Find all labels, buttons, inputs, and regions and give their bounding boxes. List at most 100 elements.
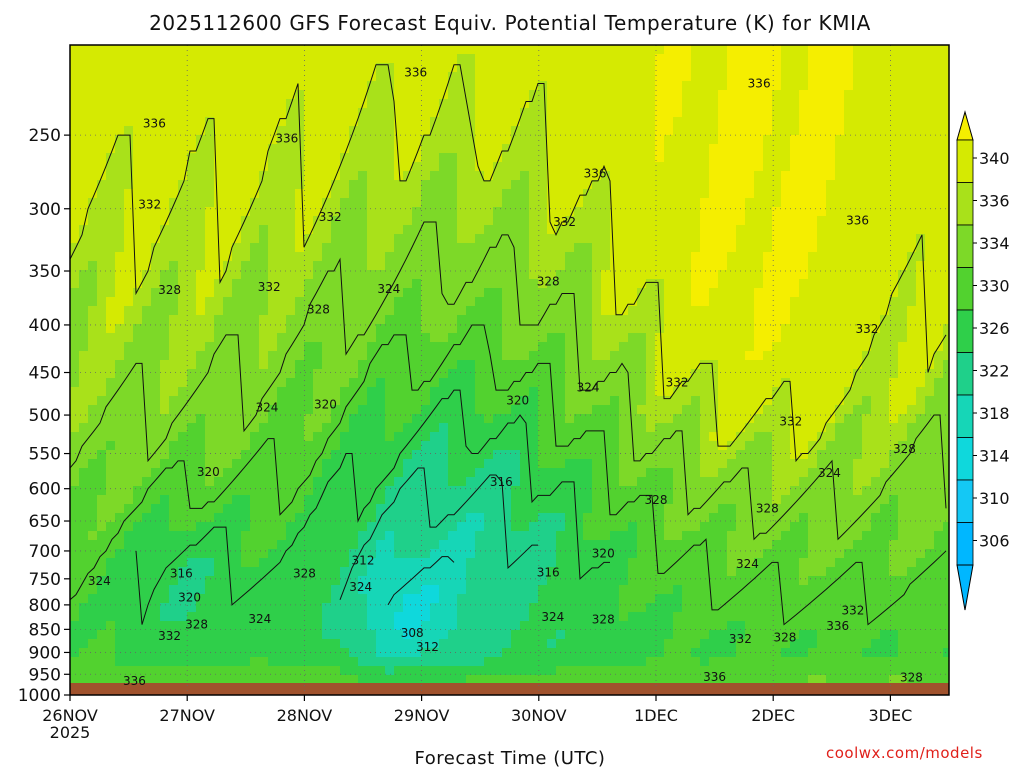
- heatmap-cell: [385, 135, 395, 145]
- heatmap-cell: [466, 378, 476, 388]
- heatmap-cell: [529, 207, 539, 217]
- heatmap-cell: [322, 108, 332, 118]
- heatmap-cell: [511, 423, 521, 433]
- heatmap-cell: [97, 468, 107, 478]
- heatmap-cell: [358, 360, 368, 370]
- heatmap-cell: [115, 117, 125, 127]
- heatmap-cell: [79, 513, 89, 523]
- heatmap-cell: [682, 225, 692, 235]
- heatmap-cell: [637, 279, 647, 289]
- heatmap-cell: [187, 216, 197, 226]
- heatmap-cell: [628, 261, 638, 271]
- heatmap-cell: [385, 504, 395, 514]
- heatmap-cell: [313, 72, 323, 82]
- heatmap-cell: [277, 315, 287, 325]
- heatmap-cell: [178, 675, 188, 685]
- heatmap-cell: [214, 468, 224, 478]
- heatmap-cell: [106, 243, 116, 253]
- heatmap-cell: [178, 540, 188, 550]
- heatmap-cell: [277, 504, 287, 514]
- heatmap-cell: [493, 648, 503, 658]
- heatmap-cell: [403, 567, 413, 577]
- heatmap-cell: [475, 81, 485, 91]
- heatmap-cell: [637, 486, 647, 496]
- heatmap-cell: [430, 108, 440, 118]
- heatmap-cell: [313, 144, 323, 154]
- heatmap-cell: [376, 531, 386, 541]
- heatmap-cell: [628, 153, 638, 163]
- heatmap-cell: [331, 45, 341, 55]
- heatmap-cell: [448, 189, 458, 199]
- heatmap-cell: [241, 207, 251, 217]
- heatmap-cell: [529, 405, 539, 415]
- heatmap-cell: [340, 648, 350, 658]
- heatmap-cell: [637, 135, 647, 145]
- heatmap-cell: [502, 612, 512, 622]
- heatmap-cell: [538, 621, 548, 631]
- heatmap-cell: [493, 558, 503, 568]
- heatmap-cell: [646, 675, 656, 685]
- heatmap-cell: [655, 387, 665, 397]
- heatmap-cell: [340, 90, 350, 100]
- heatmap-cell: [349, 108, 359, 118]
- heatmap-cell: [601, 522, 611, 532]
- heatmap-cell: [367, 81, 377, 91]
- heatmap-cell: [421, 207, 431, 217]
- heatmap-cell: [286, 171, 296, 181]
- heatmap-cell: [565, 153, 575, 163]
- heatmap-cell: [295, 486, 305, 496]
- heatmap-cell: [250, 504, 260, 514]
- heatmap-cell: [376, 54, 386, 64]
- heatmap-cell: [268, 108, 278, 118]
- heatmap-cell: [457, 387, 467, 397]
- heatmap-cell: [340, 432, 350, 442]
- heatmap-cell: [196, 522, 206, 532]
- heatmap-cell: [313, 54, 323, 64]
- heatmap-cell: [655, 261, 665, 271]
- heatmap-cell: [511, 387, 521, 397]
- heatmap-cell: [259, 153, 269, 163]
- heatmap-cell: [466, 99, 476, 109]
- heatmap-cell: [250, 126, 260, 136]
- heatmap-cell: [178, 54, 188, 64]
- heatmap-cell: [349, 81, 359, 91]
- heatmap-cell: [358, 135, 368, 145]
- heatmap-cell: [574, 495, 584, 505]
- heatmap-cell: [79, 261, 89, 271]
- heatmap-cell: [403, 432, 413, 442]
- heatmap-cell: [106, 549, 116, 559]
- heatmap-cell: [601, 225, 611, 235]
- heatmap-cell: [403, 675, 413, 685]
- heatmap-cell: [214, 72, 224, 82]
- heatmap-cell: [466, 135, 476, 145]
- heatmap-cell: [169, 360, 179, 370]
- heatmap-cell: [214, 189, 224, 199]
- heatmap-cell: [547, 198, 557, 208]
- heatmap-cell: [628, 72, 638, 82]
- heatmap-cell: [466, 45, 476, 55]
- heatmap-cell: [547, 549, 557, 559]
- heatmap-cell: [421, 558, 431, 568]
- heatmap-cell: [556, 378, 566, 388]
- heatmap-cell: [70, 603, 80, 613]
- heatmap-cell: [259, 270, 269, 280]
- heatmap-cell: [547, 162, 557, 172]
- heatmap-cell: [79, 567, 89, 577]
- heatmap-cell: [214, 315, 224, 325]
- heatmap-cell: [79, 72, 89, 82]
- heatmap-cell: [502, 234, 512, 244]
- heatmap-cell: [97, 594, 107, 604]
- heatmap-cell: [655, 468, 665, 478]
- heatmap-cell: [601, 189, 611, 199]
- heatmap-cell: [259, 108, 269, 118]
- heatmap-cell: [205, 63, 215, 73]
- heatmap-cell: [250, 162, 260, 172]
- heatmap-cell: [358, 531, 368, 541]
- heatmap-cell: [430, 504, 440, 514]
- heatmap-cell: [376, 621, 386, 631]
- heatmap-cell: [133, 180, 143, 190]
- heatmap-cell: [502, 45, 512, 55]
- heatmap-cell: [322, 666, 332, 676]
- heatmap-cell: [466, 216, 476, 226]
- heatmap-cell: [340, 414, 350, 424]
